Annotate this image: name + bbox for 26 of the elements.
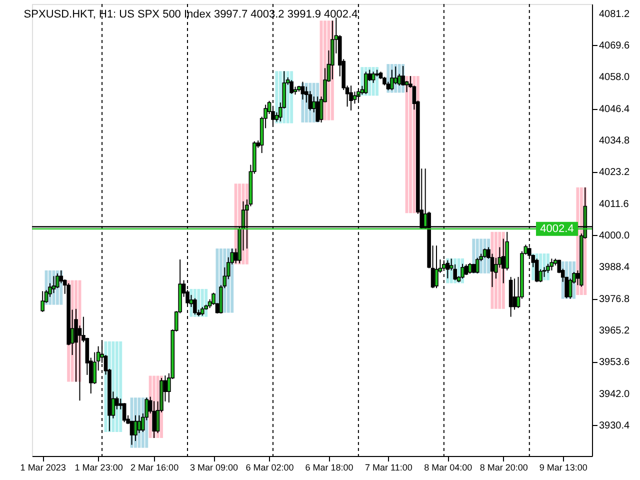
y-tick-label: 3988.4 — [599, 262, 630, 274]
y-tick-label: 4081.2 — [599, 8, 630, 20]
y-tick-label: 4000.0 — [599, 230, 630, 242]
y-tick-label: 3965.2 — [599, 325, 630, 336]
y-tick-label: 3942.0 — [599, 388, 630, 400]
ref-line-label: 4002.4 — [540, 222, 574, 235]
chart-title: SPXUSD.HKT, H1: US SPX 500 Index 3997.7 4003.2 3991.9 4002.4 — [24, 8, 358, 20]
y-tick-label: 3953.6 — [599, 357, 630, 368]
y-tick-label: 3930.4 — [599, 420, 630, 432]
x-tick-label: 9 Mar 13:00 — [539, 462, 588, 472]
y-tick-label: 4069.6 — [599, 40, 630, 52]
x-tick-label: 1 Mar 2023 — [20, 462, 66, 472]
x-tick-label: 6 Mar 02:00 — [246, 462, 294, 472]
x-tick-label: 3 Mar 09:00 — [190, 462, 238, 472]
y-tick-label: 3976.8 — [599, 294, 630, 305]
y-tick-label: 4034.8 — [599, 135, 630, 146]
x-tick-label: 8 Mar 04:00 — [424, 462, 472, 472]
x-tick-label: 7 Mar 11:00 — [364, 462, 412, 472]
x-tick-label: 2 Mar 16:00 — [130, 462, 179, 472]
y-tick-label: 4046.4 — [599, 104, 630, 115]
y-tick-label: 4023.2 — [599, 167, 630, 178]
x-tick-label: 8 Mar 20:00 — [480, 462, 528, 472]
x-tick-label: 1 Mar 23:00 — [74, 462, 123, 472]
y-tick-label: 4058.0 — [599, 72, 630, 84]
y-tick-label: 4011.6 — [599, 198, 630, 210]
x-tick-label: 6 Mar 18:00 — [305, 462, 354, 472]
